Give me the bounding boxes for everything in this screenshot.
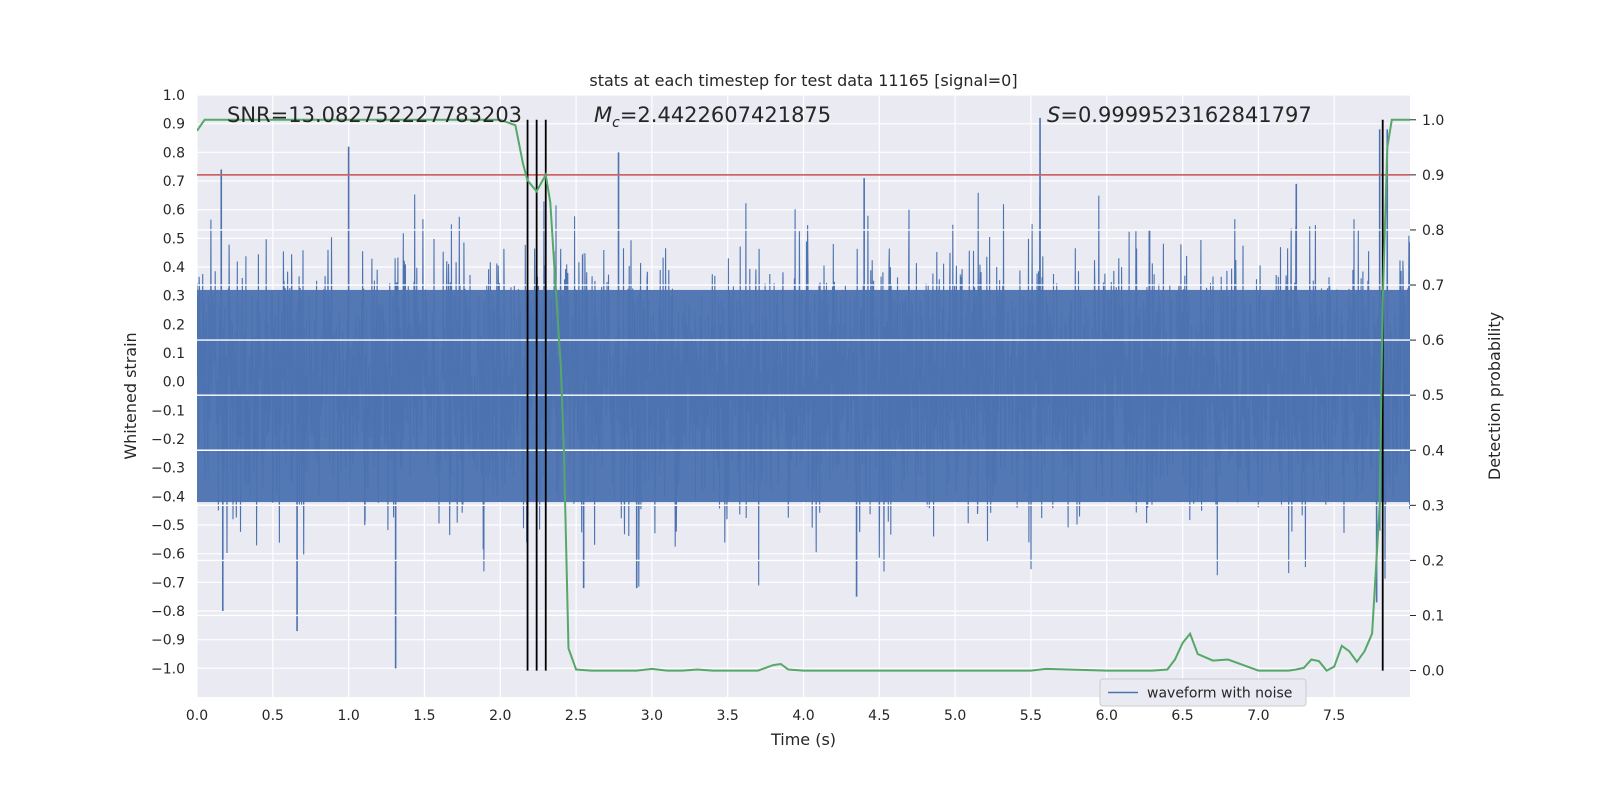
x-tick-label: 6.5 [1171,708,1193,724]
score-annotation: S=0.9999523162841797 [1047,103,1312,127]
y-tick-label: 0.5 [163,231,185,247]
x-tick-label: 5.5 [1020,708,1042,724]
y-tick-label: 0.1 [163,346,185,362]
y2-tick-label: 0.6 [1422,333,1444,349]
y-tick-label: 0.9 [163,117,185,133]
y2-axis-label: Detection probability [1485,312,1504,480]
y2-tick-label: 0.4 [1422,443,1444,459]
y-tick-label: −1.0 [151,661,185,677]
y2-tick-label: 0.5 [1422,388,1444,404]
waveform-dense-band [197,290,1410,502]
x-tick-label: 0.0 [186,708,208,724]
y-tick-label: 0.2 [163,317,185,333]
y-tick-label: −0.8 [151,604,185,620]
y2-tick-label: 0.1 [1422,608,1444,624]
y2-tick-label: 0.7 [1422,278,1444,294]
y2-tick-label: 0.0 [1422,664,1444,680]
y-tick-label: −0.6 [151,547,185,563]
s-value: =0.9999523162841797 [1060,103,1311,127]
x-tick-label: 0.5 [262,708,284,724]
y2-tick-label: 0.3 [1422,498,1444,514]
y2-tick-label: 1.0 [1422,113,1444,129]
s-symbol: S [1047,103,1060,127]
legend-label-waveform: waveform with noise [1147,686,1292,702]
y-tick-label: −0.4 [151,489,185,505]
x-tick-label: 1.5 [413,708,435,724]
x-tick-label: 2.5 [565,708,587,724]
y-tick-label: −0.2 [151,432,185,448]
y2-tick-label: 0.2 [1422,553,1444,569]
snr-annotation: SNR=13.082752227783203 [227,103,522,127]
chart-figure: 0.0 0.5 1.0 1.5 2.0 2.5 3.0 3.5 4.0 4.5 5.0 5.5 6.0 6… [0,0,1600,800]
y-tick-label: 0.7 [163,174,185,190]
y-tick-label: 0.8 [163,145,185,161]
mc-value: =2.4422607421875 [620,103,831,127]
y-tick-label: 0.6 [163,203,185,219]
y-tick-label: −0.9 [151,633,185,649]
x-tick-label: 4.0 [792,708,814,724]
legend: waveform with noise [1100,679,1306,706]
y-tick-label: 0.0 [163,375,185,391]
y-tick-label: −0.3 [151,461,185,477]
y2-tick-label: 0.9 [1422,168,1444,184]
y-tick-label: −0.5 [151,518,185,534]
x-tick-label: 5.0 [944,708,966,724]
y-tick-label: 0.4 [163,260,185,276]
x-axis-label: Time (s) [770,730,836,749]
mc-symbol: M [594,103,612,127]
y-axis-label: Whitened strain [121,332,140,459]
y2-tick-label: 0.8 [1422,223,1444,239]
y-tick-label: 1.0 [163,88,185,104]
x-tick-label: 6.0 [1096,708,1118,724]
x-tick-label: 3.5 [717,708,739,724]
chart-title: stats at each timestep for test data 111… [589,71,1017,90]
x-tick-label: 1.0 [337,708,359,724]
x-tick-label: 4.5 [868,708,890,724]
y-tick-label: 0.3 [163,289,185,305]
x-tick-label: 7.0 [1247,708,1269,724]
x-tick-label: 7.5 [1323,708,1345,724]
x-tick-label: 3.0 [641,708,663,724]
x-tick-label: 2.0 [489,708,511,724]
y-tick-label: −0.1 [151,403,185,419]
chirp-mass-annotation: Mc=2.4422607421875 [594,103,831,131]
y-tick-label: −0.7 [151,575,185,591]
